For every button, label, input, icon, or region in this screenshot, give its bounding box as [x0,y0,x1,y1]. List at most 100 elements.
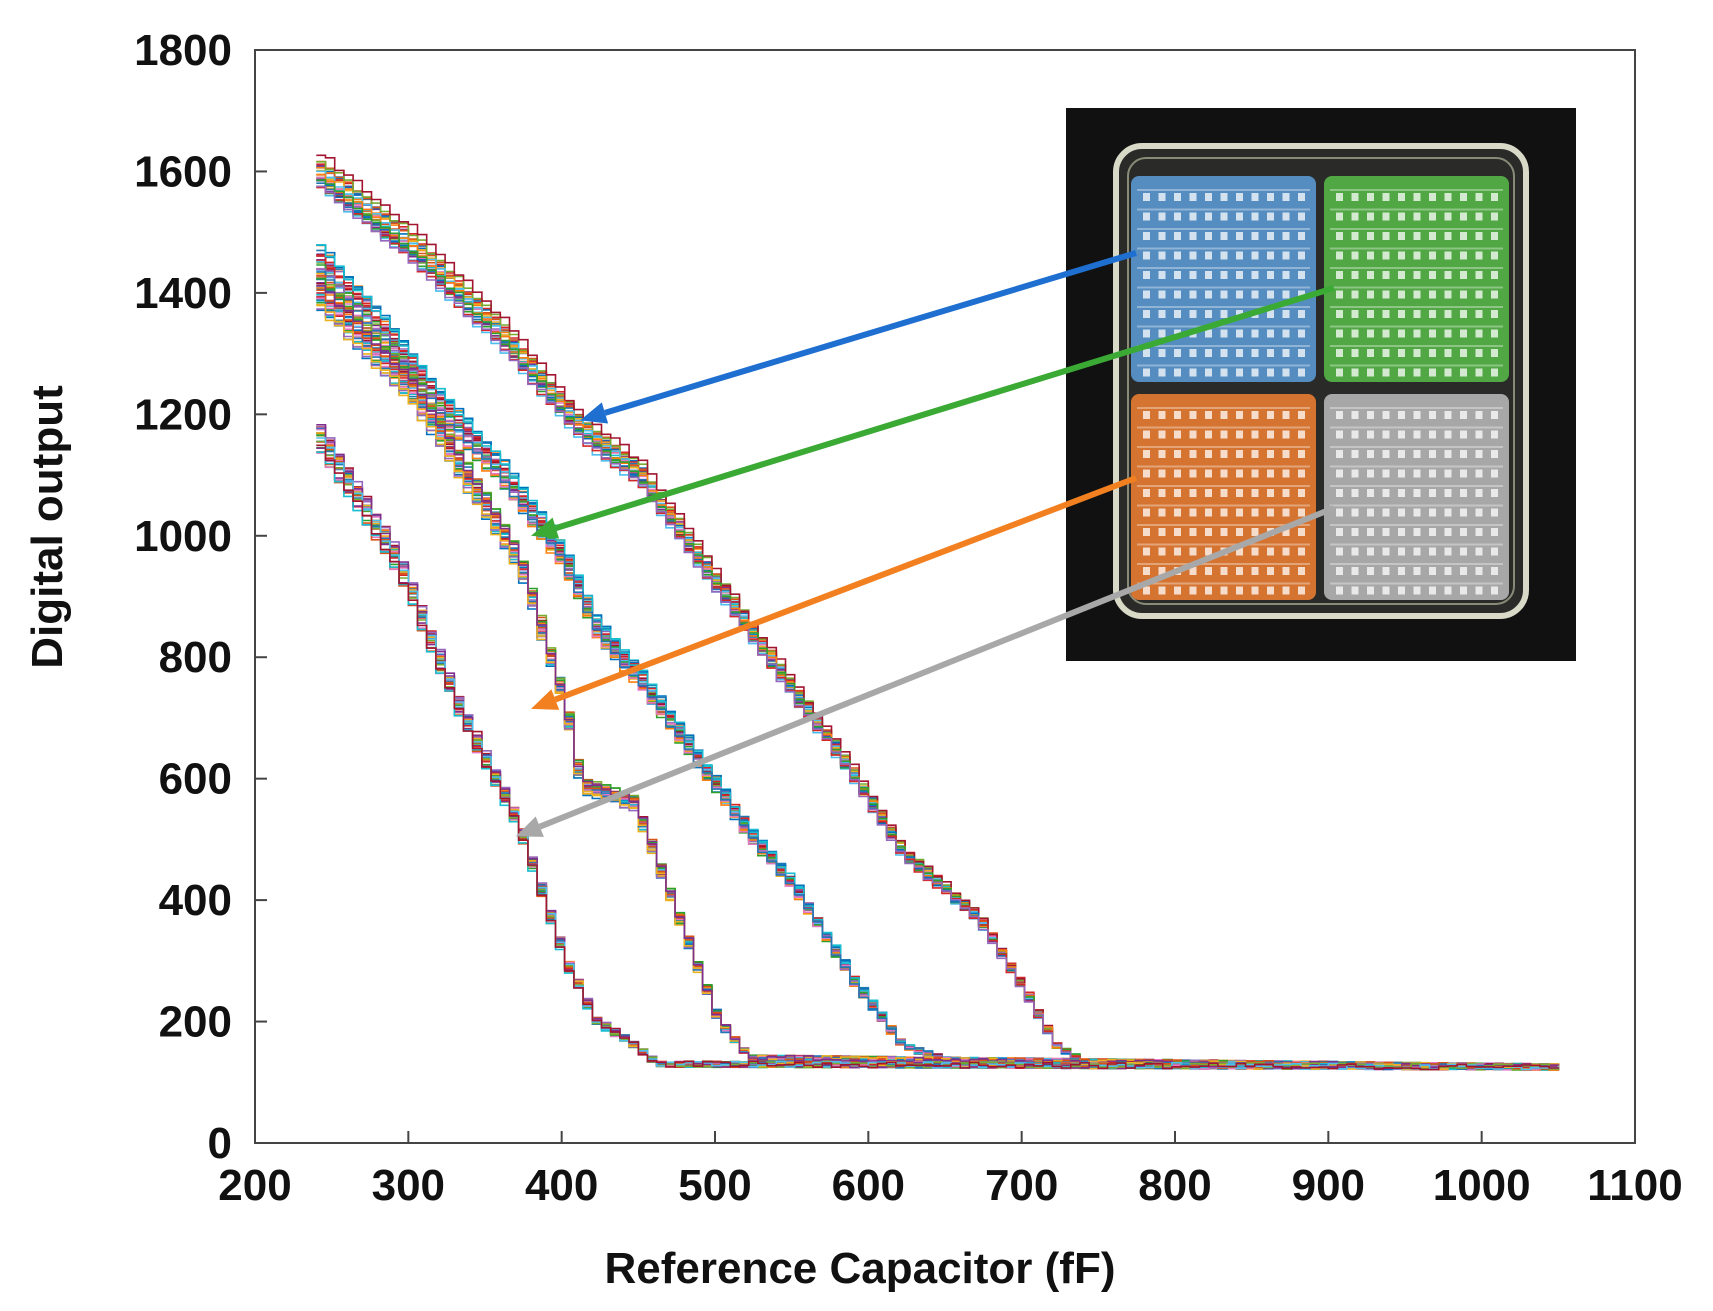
sensor-cell [1298,567,1305,575]
sensor-cell [1205,586,1212,595]
sensor-cell [1413,329,1421,338]
sensor-cell [1205,430,1212,439]
sensor-cell [1205,232,1212,240]
sensor-cell [1158,193,1166,201]
sensor-cell [1398,567,1405,575]
sensor-cell [1429,430,1436,439]
sensor-cell [1158,469,1166,478]
sensor-cell [1220,193,1228,201]
arrow-head-blue-quadrant [580,402,609,424]
y-tick-label: 0 [208,1119,232,1168]
sensor-cell [1460,271,1467,279]
sensor-cell [1205,349,1212,357]
sensor-cell [1267,290,1274,299]
sensor-cell [1220,567,1228,575]
sensor-cell [1460,547,1467,556]
sensor-cell [1429,528,1436,536]
sensor-cell [1460,310,1467,318]
sensor-cell [1251,368,1259,377]
sensor-cell [1491,430,1498,439]
sensor-cell [1236,251,1243,260]
arrow-line-orange-quadrant [554,475,1138,703]
sensor-cell [1398,547,1405,556]
sensor-cell [1336,349,1343,357]
sensor-cell [1220,469,1228,478]
sensor-cell [1429,567,1436,575]
sensor-cell [1367,469,1374,478]
sensor-cell [1267,547,1274,556]
sensor-cell [1189,430,1197,439]
sensor-cell [1220,271,1228,279]
sensor-cell [1367,547,1374,556]
sensor-cell [1143,193,1150,201]
sensor-cell [1460,251,1467,260]
sensor-cell [1143,567,1150,575]
sensor-cell [1267,508,1274,517]
y-axis-label: Digital output [23,385,72,669]
sensor-cell [1336,411,1343,419]
sensor-cell [1336,329,1343,338]
sensor-cell [1351,528,1359,536]
sensor-cell [1143,547,1150,556]
sensor-cell [1336,232,1343,240]
sensor-cell [1174,290,1181,299]
sensor-cell [1189,368,1197,377]
sensor-cell [1174,489,1181,497]
sensor-cell [1282,349,1290,357]
sensor-cell [1367,567,1374,575]
sensor-cell [1251,547,1259,556]
sensor-cell [1220,232,1228,240]
x-tick-label: 1000 [1433,1161,1531,1210]
sensor-cell [1336,528,1343,536]
sensor-cell [1444,508,1452,517]
sensor-cell [1429,232,1436,240]
sensor-cell [1460,212,1467,221]
y-tick-label: 1200 [134,390,232,439]
sensor-cell [1282,212,1290,221]
sensor-cell [1444,450,1452,458]
sensor-cell [1220,368,1228,377]
sensor-cell [1351,411,1359,419]
sensor-cell [1336,290,1343,299]
sensor-cell [1251,349,1259,357]
sensor-cell [1251,212,1259,221]
sensor-cell [1282,232,1290,240]
sensor-cell [1205,212,1212,221]
sensor-cell [1444,547,1452,556]
sensor-cell [1158,567,1166,575]
sensor-cell [1398,528,1405,536]
sensor-cell [1491,349,1498,357]
sensor-cell [1475,232,1483,240]
sensor-cell [1236,508,1243,517]
sensor-cell [1282,411,1290,419]
sensor-cell [1251,290,1259,299]
sensor-cell [1475,528,1483,536]
sensor-cell [1336,469,1343,478]
sensor-cell [1475,450,1483,458]
sensor-cell [1143,368,1150,377]
sensor-cell [1143,212,1150,221]
sensor-cell [1491,251,1498,260]
sensor-cell [1298,368,1305,377]
sensor-cell [1336,450,1343,458]
sensor-cell [1282,329,1290,338]
sensor-cell [1460,349,1467,357]
arrow-line-gray-quadrant [538,505,1336,830]
sensor-cell [1351,232,1359,240]
sensor-cell [1351,290,1359,299]
sensor-cell [1491,193,1498,201]
sensor-cell [1282,547,1290,556]
sensor-cell [1174,271,1181,279]
sensor-cell [1367,193,1374,201]
y-tick-label: 1400 [134,269,232,318]
sensor-cell [1382,411,1390,419]
sensor-cell [1336,310,1343,318]
sensor-cell [1382,310,1390,318]
sensor-cell [1460,368,1467,377]
sensor-cell [1298,329,1305,338]
sensor-cell [1367,430,1374,439]
sensor-cell [1429,212,1436,221]
sensor-cell [1236,489,1243,497]
sensor-cell [1189,349,1197,357]
sensor-cell [1491,528,1498,536]
